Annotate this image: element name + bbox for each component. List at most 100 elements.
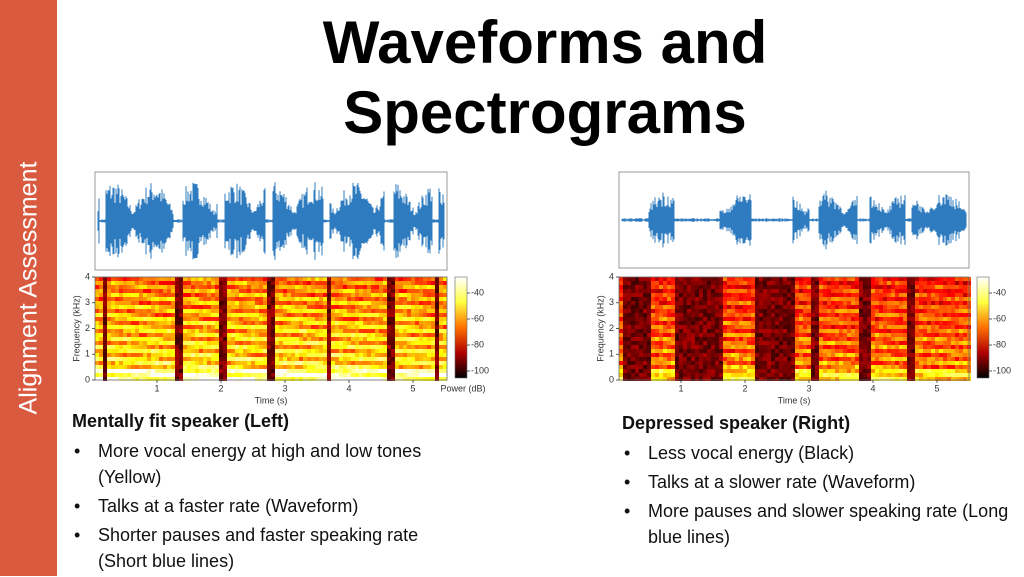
spectrogram-cell bbox=[411, 353, 415, 357]
spectrogram-cell bbox=[227, 349, 231, 353]
spectrogram-cell bbox=[871, 345, 875, 349]
spectrogram-cell bbox=[427, 337, 431, 341]
spectrogram-cell bbox=[423, 281, 427, 285]
spectrogram-cell bbox=[419, 365, 423, 369]
spectrogram-cell bbox=[331, 357, 335, 361]
spectrogram-cell bbox=[755, 369, 759, 373]
spectrogram-cell bbox=[399, 321, 403, 325]
spectrogram-cell bbox=[663, 337, 667, 341]
spectrogram-cell bbox=[263, 369, 267, 373]
spectrogram-cell bbox=[115, 365, 119, 369]
spectrogram-cell bbox=[299, 377, 303, 381]
spectrogram-cell bbox=[103, 325, 107, 329]
spectrogram-cell bbox=[159, 349, 163, 353]
spectrogram-cell bbox=[959, 337, 963, 341]
spectrogram-cell bbox=[263, 373, 267, 377]
spectrogram-cell bbox=[919, 317, 923, 321]
spectrogram-cell bbox=[747, 325, 751, 329]
spectrogram-cell bbox=[727, 325, 731, 329]
spectrogram-cell bbox=[875, 349, 879, 353]
spectrogram-cell bbox=[839, 333, 843, 337]
spectrogram-cell bbox=[227, 357, 231, 361]
spectrogram-cell bbox=[935, 333, 939, 337]
spectrogram-cell bbox=[143, 313, 147, 317]
spectrogram-cell bbox=[347, 373, 351, 377]
spectrogram-cell bbox=[763, 281, 767, 285]
spectrogram-cell bbox=[115, 289, 119, 293]
spectrogram-cell bbox=[639, 289, 643, 293]
spectrogram-cell bbox=[279, 333, 283, 337]
spectrogram-cell bbox=[331, 325, 335, 329]
spectrogram-cell bbox=[443, 337, 447, 341]
spectrogram-cell bbox=[95, 325, 99, 329]
spectrogram-cell bbox=[867, 365, 871, 369]
spectrogram-cell bbox=[695, 365, 699, 369]
spectrogram-cell bbox=[311, 345, 315, 349]
spectrogram-cell bbox=[631, 321, 635, 325]
spectrogram-cell bbox=[863, 365, 867, 369]
spectrogram-cell bbox=[683, 317, 687, 321]
spectrogram-cell bbox=[427, 285, 431, 289]
spectrogram-cell bbox=[855, 345, 859, 349]
spectrogram-cell bbox=[927, 285, 931, 289]
spectrogram-cell bbox=[859, 281, 863, 285]
spectrogram-cell bbox=[235, 325, 239, 329]
spectrogram-cell bbox=[807, 277, 811, 281]
spectrogram-cell bbox=[375, 293, 379, 297]
spectrogram-cell bbox=[355, 305, 359, 309]
spectrogram-cell bbox=[679, 353, 683, 357]
spectrogram-cell bbox=[623, 365, 627, 369]
spectrogram-cell bbox=[323, 289, 327, 293]
spectrogram-cell bbox=[795, 341, 799, 345]
spectrogram-cell bbox=[799, 353, 803, 357]
spectrogram-cell bbox=[647, 301, 651, 305]
spectrogram-cell bbox=[675, 341, 679, 345]
spectrogram-cell bbox=[99, 341, 103, 345]
spectrogram-cell bbox=[131, 345, 135, 349]
spectrogram-cell bbox=[955, 297, 959, 301]
spectrogram-cell bbox=[211, 349, 215, 353]
spectrogram-cell bbox=[927, 361, 931, 365]
spectrogram-cell bbox=[655, 349, 659, 353]
spectrogram-cell bbox=[371, 369, 375, 373]
spectrogram-cell bbox=[707, 333, 711, 337]
spectrogram-cell bbox=[787, 357, 791, 361]
spectrogram-cell bbox=[879, 325, 883, 329]
spectrogram-cell bbox=[651, 301, 655, 305]
spectrogram-cell bbox=[679, 373, 683, 377]
spectrogram-cell bbox=[675, 305, 679, 309]
spectrogram-cell bbox=[831, 285, 835, 289]
spectrogram-cell bbox=[959, 345, 963, 349]
spectrogram-cell bbox=[915, 325, 919, 329]
spectrogram-cell bbox=[163, 349, 167, 353]
spectrogram-cell bbox=[687, 317, 691, 321]
spectrogram-cell bbox=[827, 313, 831, 317]
spectrogram-cell bbox=[643, 277, 647, 281]
spectrogram-cell bbox=[367, 297, 371, 301]
spectrogram-cell bbox=[103, 329, 107, 333]
spectrogram-cell bbox=[627, 281, 631, 285]
spectrogram-cell bbox=[791, 305, 795, 309]
spectrogram-cell bbox=[695, 333, 699, 337]
spectrogram-cell bbox=[259, 277, 263, 281]
spectrogram-cell bbox=[167, 321, 171, 325]
spectrogram-cell bbox=[235, 281, 239, 285]
spectrogram-cell bbox=[883, 369, 887, 373]
spectrogram-cell bbox=[935, 277, 939, 281]
spectrogram-cell bbox=[199, 341, 203, 345]
spectrogram-cell bbox=[327, 285, 331, 289]
spectrogram-cell bbox=[807, 305, 811, 309]
spectrogram-cell bbox=[103, 321, 107, 325]
spectrogram-cell bbox=[407, 277, 411, 281]
spectrogram-cell bbox=[787, 297, 791, 301]
spectrogram-cell bbox=[683, 377, 687, 381]
colorbar-tick-label: -60 bbox=[993, 313, 1006, 323]
spectrogram-cell bbox=[247, 373, 251, 377]
spectrogram-cell bbox=[431, 345, 435, 349]
spectrogram-cell bbox=[743, 353, 747, 357]
spectrogram-cell bbox=[199, 313, 203, 317]
spectrogram-cell bbox=[259, 325, 263, 329]
spectrogram-cell bbox=[339, 341, 343, 345]
spectrogram-cell bbox=[423, 333, 427, 337]
spectrogram-cell bbox=[103, 341, 107, 345]
